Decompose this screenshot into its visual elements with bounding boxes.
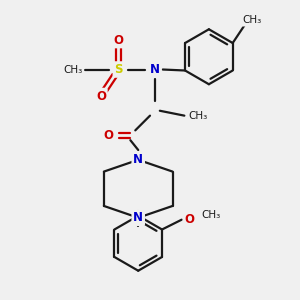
Text: O: O <box>104 129 114 142</box>
Text: CH₃: CH₃ <box>64 64 83 74</box>
Text: CH₃: CH₃ <box>243 15 262 26</box>
Text: S: S <box>114 63 123 76</box>
Text: CH₃: CH₃ <box>202 210 221 220</box>
Text: N: N <box>133 211 143 224</box>
Text: O: O <box>114 34 124 46</box>
Text: O: O <box>96 89 106 103</box>
Text: O: O <box>184 213 194 226</box>
Text: N: N <box>150 63 160 76</box>
Text: N: N <box>133 153 143 166</box>
Text: CH₃: CH₃ <box>188 111 208 121</box>
